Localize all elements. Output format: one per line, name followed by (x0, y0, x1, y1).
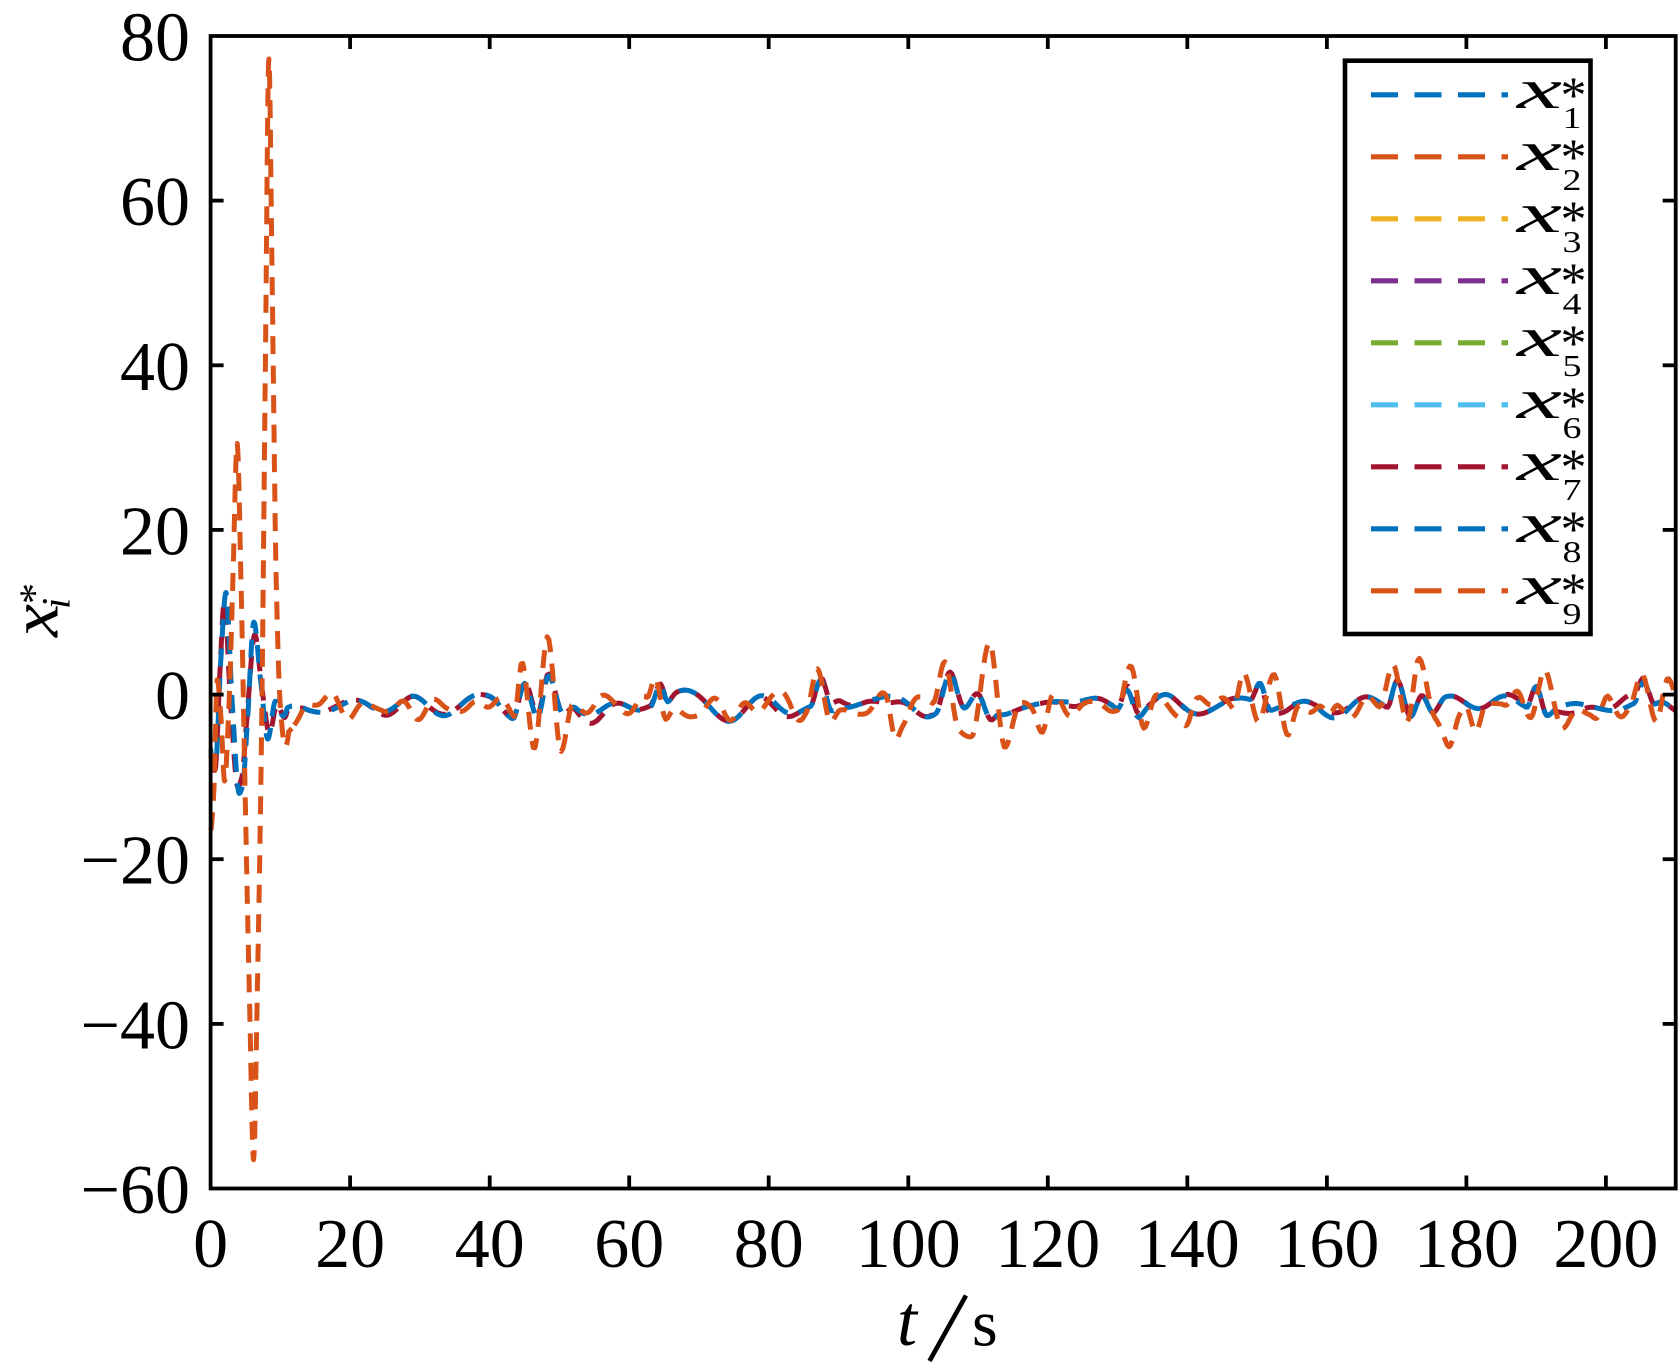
svg-text:7: 7 (1563, 472, 1582, 507)
svg-text:60: 60 (594, 1206, 664, 1283)
svg-text:*: * (13, 583, 59, 604)
svg-text:x: x (1515, 369, 1562, 431)
svg-text:0: 0 (193, 1206, 228, 1283)
svg-text:*: * (1561, 191, 1587, 248)
svg-text:40: 40 (455, 1206, 525, 1283)
svg-text:−40: −40 (81, 987, 190, 1064)
svg-text:40: 40 (120, 329, 190, 406)
svg-text:80: 80 (734, 1206, 804, 1283)
svg-text:60: 60 (120, 164, 190, 241)
svg-text:x: x (1515, 493, 1562, 555)
svg-text:20: 20 (120, 493, 190, 570)
svg-text:9: 9 (1563, 596, 1582, 631)
svg-text:x: x (1515, 431, 1562, 493)
svg-text:x: x (0, 604, 73, 638)
svg-text:100: 100 (856, 1206, 961, 1283)
svg-text:s: s (972, 1288, 998, 1361)
svg-text:*: * (1561, 501, 1587, 558)
svg-text:*: * (1561, 67, 1587, 124)
svg-text:0: 0 (155, 658, 190, 735)
svg-text:x: x (1515, 245, 1562, 307)
svg-text:80: 80 (120, 0, 190, 77)
svg-text:2: 2 (1563, 162, 1582, 197)
svg-text:140: 140 (1135, 1206, 1240, 1283)
svg-text:*: * (1561, 563, 1587, 620)
svg-text:180: 180 (1414, 1206, 1519, 1283)
svg-text:4: 4 (1563, 286, 1583, 321)
svg-text:t: t (897, 1281, 919, 1361)
svg-text:5: 5 (1563, 348, 1582, 383)
svg-text:x: x (1515, 555, 1562, 617)
svg-text:*: * (1561, 439, 1587, 496)
svg-text:120: 120 (995, 1206, 1100, 1283)
svg-text:6: 6 (1563, 410, 1582, 445)
svg-text:8: 8 (1563, 534, 1582, 569)
svg-text:1: 1 (1563, 100, 1582, 135)
svg-text:3: 3 (1563, 224, 1582, 259)
svg-text:200: 200 (1553, 1206, 1658, 1283)
svg-text:x: x (1515, 59, 1562, 121)
svg-text:*: * (1561, 253, 1587, 310)
svg-text:*: * (1561, 129, 1587, 186)
svg-text:160: 160 (1274, 1206, 1379, 1283)
svg-text:x: x (1515, 121, 1562, 183)
svg-text:x: x (1515, 183, 1562, 245)
svg-text:20: 20 (315, 1206, 385, 1283)
svg-text:−60: −60 (81, 1152, 190, 1229)
svg-text:−20: −20 (81, 823, 190, 900)
svg-text:*: * (1561, 377, 1587, 434)
svg-text:x: x (1515, 307, 1562, 369)
svg-text:*: * (1561, 315, 1587, 372)
svg-text:i: i (34, 598, 79, 609)
